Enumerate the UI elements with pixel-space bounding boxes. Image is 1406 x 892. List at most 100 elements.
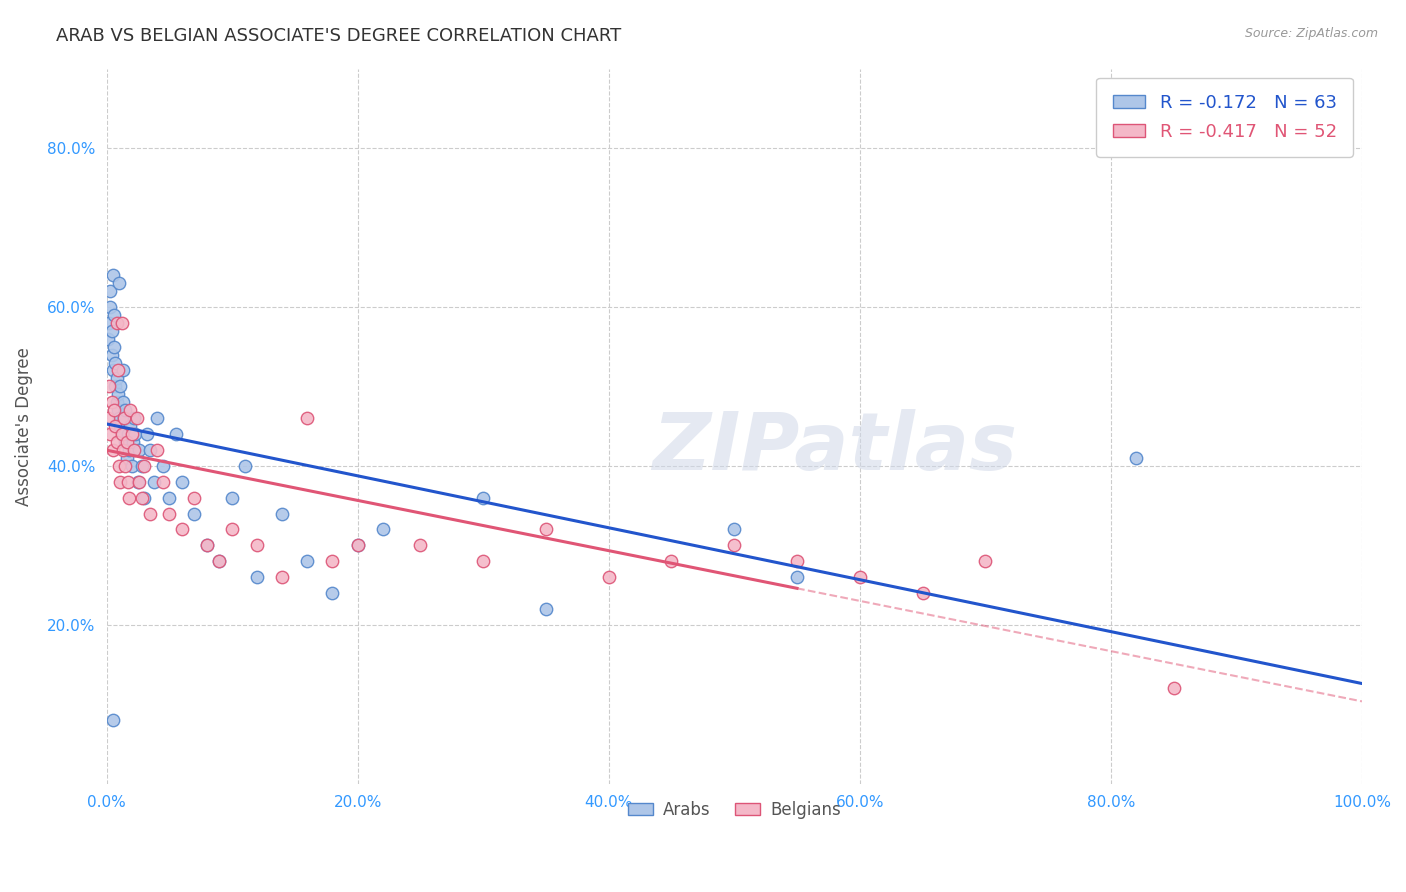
Point: [110, 427, 132, 442]
Point: [346, 538, 368, 552]
Point: [101, 713, 124, 727]
Point: [143, 475, 166, 489]
Point: [786, 570, 808, 584]
Point: [221, 491, 243, 505]
Point: [101, 268, 124, 282]
Point: [105, 435, 128, 450]
Point: [152, 458, 174, 473]
Point: [134, 458, 156, 473]
Point: [125, 411, 148, 425]
Legend: Arabs, Belgians: Arabs, Belgians: [621, 794, 848, 825]
Point: [195, 538, 218, 552]
Point: [104, 355, 127, 369]
Point: [128, 475, 150, 489]
Point: [118, 491, 141, 505]
Point: [127, 475, 149, 489]
Point: [297, 411, 319, 425]
Point: [107, 363, 129, 377]
Point: [139, 507, 162, 521]
Point: [110, 419, 132, 434]
Point: [849, 570, 872, 584]
Point: [111, 395, 134, 409]
Point: [139, 442, 162, 457]
Point: [183, 507, 205, 521]
Point: [110, 427, 132, 442]
Point: [157, 507, 180, 521]
Point: [208, 554, 231, 568]
Point: [103, 308, 125, 322]
Point: [105, 395, 128, 409]
Point: [98, 284, 121, 298]
Point: [472, 491, 495, 505]
Point: [112, 411, 135, 425]
Point: [104, 419, 127, 434]
Point: [371, 523, 394, 537]
Point: [135, 427, 157, 442]
Point: [246, 538, 269, 552]
Point: [534, 602, 557, 616]
Point: [121, 435, 143, 450]
Point: [170, 475, 193, 489]
Point: [661, 554, 683, 568]
Point: [107, 403, 129, 417]
Point: [107, 387, 129, 401]
Point: [114, 403, 136, 417]
Point: [98, 379, 121, 393]
Point: [321, 586, 343, 600]
Point: [911, 586, 934, 600]
Point: [118, 442, 141, 457]
Point: [723, 538, 745, 552]
Point: [103, 340, 125, 354]
Point: [105, 316, 128, 330]
Point: [115, 435, 138, 450]
Y-axis label: Associate's Degree: Associate's Degree: [15, 347, 32, 506]
Point: [112, 411, 135, 425]
Point: [271, 570, 294, 584]
Point: [534, 523, 557, 537]
Point: [111, 442, 134, 457]
Point: [165, 427, 187, 442]
Point: [115, 450, 138, 465]
Point: [472, 554, 495, 568]
Point: [246, 570, 269, 584]
Point: [121, 458, 143, 473]
Point: [105, 371, 128, 385]
Point: [122, 411, 145, 425]
Point: [170, 523, 193, 537]
Point: [120, 403, 142, 417]
Point: [723, 523, 745, 537]
Point: [134, 491, 156, 505]
Point: [114, 435, 136, 450]
Point: [128, 442, 150, 457]
Point: [100, 348, 122, 362]
Point: [1163, 681, 1185, 696]
Point: [974, 554, 997, 568]
Point: [97, 411, 120, 425]
Point: [98, 300, 121, 314]
Point: [101, 442, 124, 457]
Point: [108, 458, 131, 473]
Point: [131, 458, 153, 473]
Point: [111, 363, 134, 377]
Point: [108, 276, 131, 290]
Point: [121, 427, 143, 442]
Point: [786, 554, 808, 568]
Point: [145, 411, 167, 425]
Point: [104, 379, 127, 393]
Point: [195, 538, 218, 552]
Point: [117, 475, 139, 489]
Point: [110, 316, 132, 330]
Text: ARAB VS BELGIAN ASSOCIATE'S DEGREE CORRELATION CHART: ARAB VS BELGIAN ASSOCIATE'S DEGREE CORRE…: [56, 27, 621, 45]
Point: [1125, 450, 1147, 465]
Point: [598, 570, 620, 584]
Point: [271, 507, 294, 521]
Point: [103, 403, 125, 417]
Point: [100, 395, 122, 409]
Point: [208, 554, 231, 568]
Point: [346, 538, 368, 552]
Point: [108, 411, 131, 425]
Text: Source: ZipAtlas.com: Source: ZipAtlas.com: [1244, 27, 1378, 40]
Point: [120, 419, 142, 434]
Point: [409, 538, 432, 552]
Text: ZIPatlas: ZIPatlas: [652, 409, 1017, 486]
